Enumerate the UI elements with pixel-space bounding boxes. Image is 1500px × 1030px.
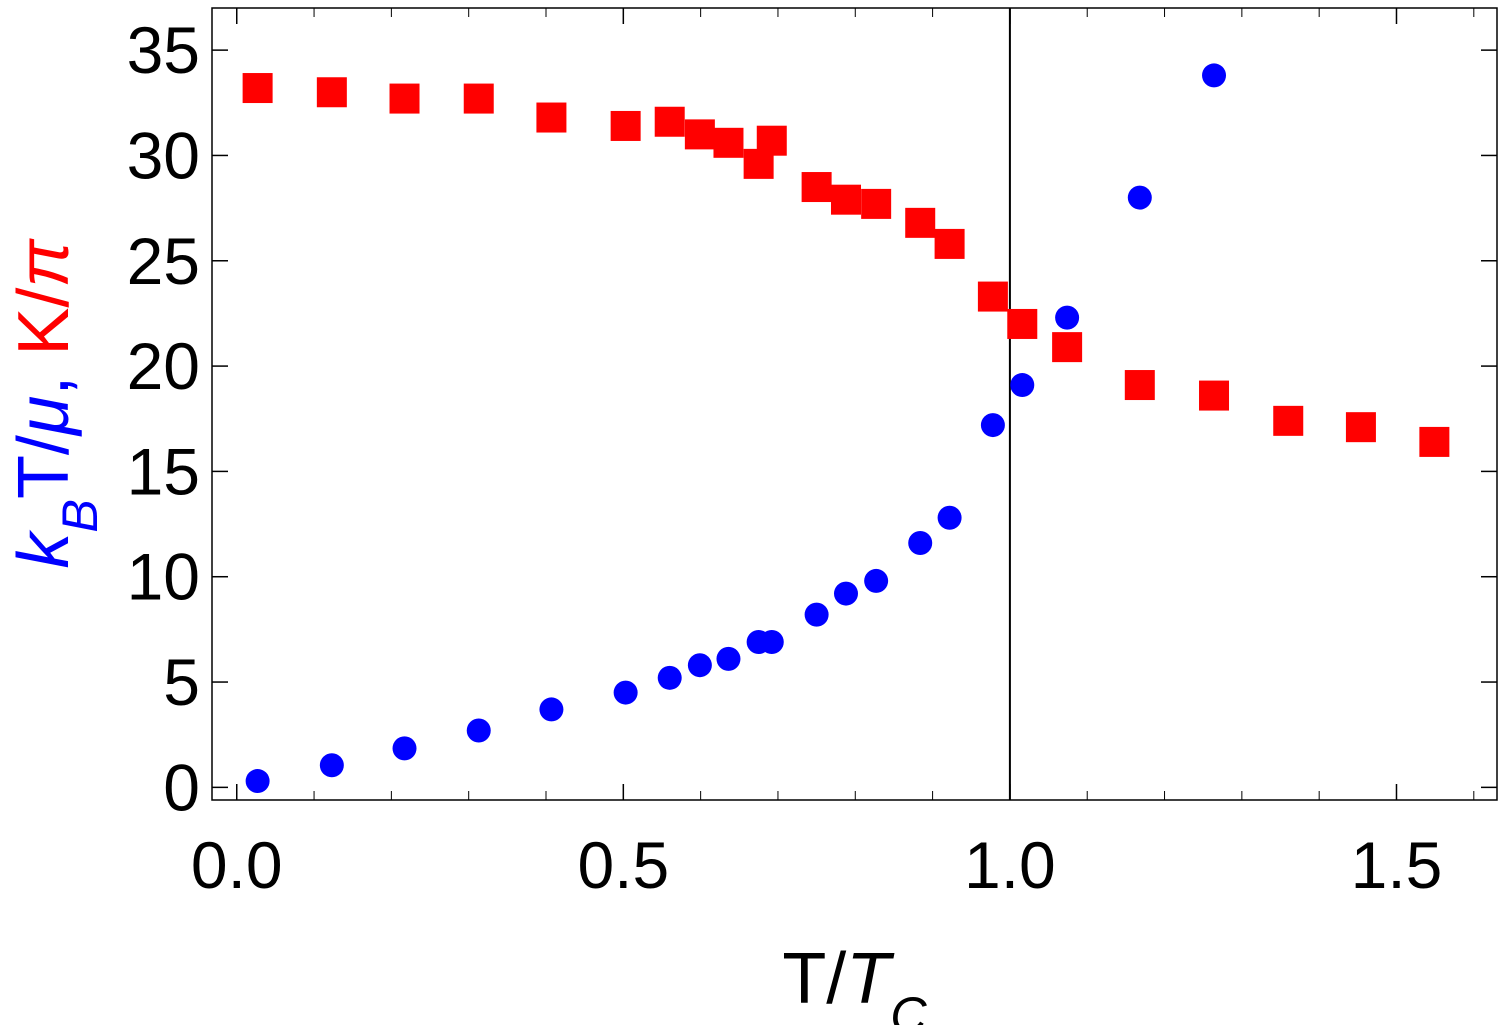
circle-marker (716, 646, 741, 671)
x-tick-label: 1.0 (964, 828, 1056, 902)
x-tick-label: 1.5 (1351, 828, 1443, 902)
square-marker (830, 184, 861, 215)
square-marker (316, 77, 347, 108)
square-marker (684, 119, 715, 150)
x-tick-label: 0.0 (191, 828, 283, 902)
circle-marker (937, 505, 962, 530)
x-axis-label-part: T (846, 939, 895, 1019)
square-marker (463, 83, 494, 114)
square-marker (1345, 412, 1376, 443)
square-marker (1007, 308, 1038, 339)
circle-marker (539, 697, 564, 722)
square-marker (389, 83, 420, 114)
circle-marker (980, 413, 1005, 438)
square-marker (242, 73, 273, 104)
square-marker (1052, 332, 1083, 363)
y-axis-label-part: , (4, 356, 84, 396)
y-axis-label-part: π (4, 238, 84, 288)
circle-marker (864, 568, 889, 593)
square-marker (1419, 426, 1450, 457)
x-axis-label-part: C (890, 986, 927, 1026)
y-tick-label: 20 (127, 329, 200, 403)
y-axis-label-part: k (4, 529, 84, 569)
plot-frame (211, 7, 1498, 801)
y-tick-label: 15 (127, 434, 200, 508)
circle-marker (1127, 185, 1152, 210)
circle-marker (1202, 63, 1227, 88)
square-marker (977, 281, 1008, 312)
y-axis-label-part: B (51, 499, 108, 533)
square-marker (756, 125, 787, 156)
square-marker (610, 110, 641, 141)
y-tick-label: 0 (163, 750, 200, 824)
circle-marker (908, 531, 933, 556)
circle-marker (804, 602, 829, 627)
y-tick-label: 30 (127, 118, 200, 192)
x-axis-label: T/TC (782, 939, 927, 1025)
circle-marker (657, 665, 682, 690)
square-marker (654, 106, 685, 137)
y-axis-label: kBT/μ, K/π (4, 238, 108, 569)
circle-marker (466, 718, 491, 743)
circle-marker (687, 653, 712, 678)
square-marker (1273, 405, 1304, 436)
square-marker (713, 127, 744, 158)
square-marker (905, 207, 936, 238)
circle-marker (1055, 305, 1080, 330)
y-tick-label: 35 (127, 13, 200, 87)
circle-marker (613, 680, 638, 705)
square-marker (861, 188, 892, 219)
y-axis-label-part: T/ (4, 435, 84, 499)
x-tick-label: 0.5 (577, 828, 669, 902)
circle-marker (245, 769, 270, 794)
circle-marker (319, 753, 344, 778)
y-axis-label-part: μ (4, 396, 84, 437)
y-tick-label: 10 (127, 540, 200, 614)
square-marker (1199, 380, 1230, 411)
square-marker (801, 172, 832, 203)
y-axis-label-part: K/ (4, 288, 84, 356)
y-tick-label: 5 (163, 645, 200, 719)
y-tick-label: 25 (127, 224, 200, 298)
circle-marker (759, 630, 784, 655)
circle-marker (1010, 373, 1035, 398)
square-marker (934, 228, 965, 259)
circle-marker (833, 581, 858, 606)
circle-marker (392, 736, 417, 761)
x-axis-label-part: T/ (782, 939, 846, 1019)
square-marker (1124, 370, 1155, 401)
square-marker (536, 102, 567, 133)
